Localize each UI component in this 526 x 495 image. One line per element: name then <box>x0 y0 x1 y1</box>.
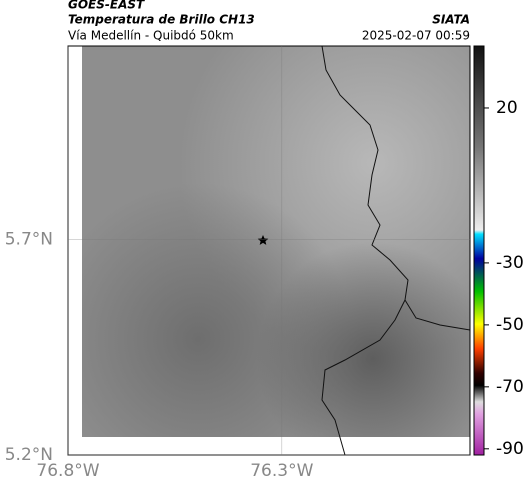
product: Temperatura de Brillo CH13 <box>68 13 255 27</box>
map <box>67 45 471 456</box>
colorbar-label: -50 <box>496 315 524 335</box>
source: SIATA <box>432 13 470 27</box>
region: Vía Medellín - Quibdó 50km <box>68 29 234 43</box>
satellite: GOES-EAST <box>68 0 145 12</box>
lat-label: 5.7°N <box>5 230 53 250</box>
lon-label: 76.8°W <box>36 461 99 481</box>
colorbar-label: -90 <box>496 439 524 459</box>
colorbar-label: 20 <box>496 98 518 118</box>
lon-label: 76.3°W <box>250 461 313 481</box>
lat-label: 5.2°N <box>5 445 53 465</box>
border <box>321 45 471 456</box>
colorbar <box>473 45 485 456</box>
colorbar-label: -30 <box>496 253 524 273</box>
colorbar-label: -70 <box>496 377 524 397</box>
imagery-dark <box>82 46 470 437</box>
timestamp: 2025-02-07 00:59 <box>362 29 470 43</box>
